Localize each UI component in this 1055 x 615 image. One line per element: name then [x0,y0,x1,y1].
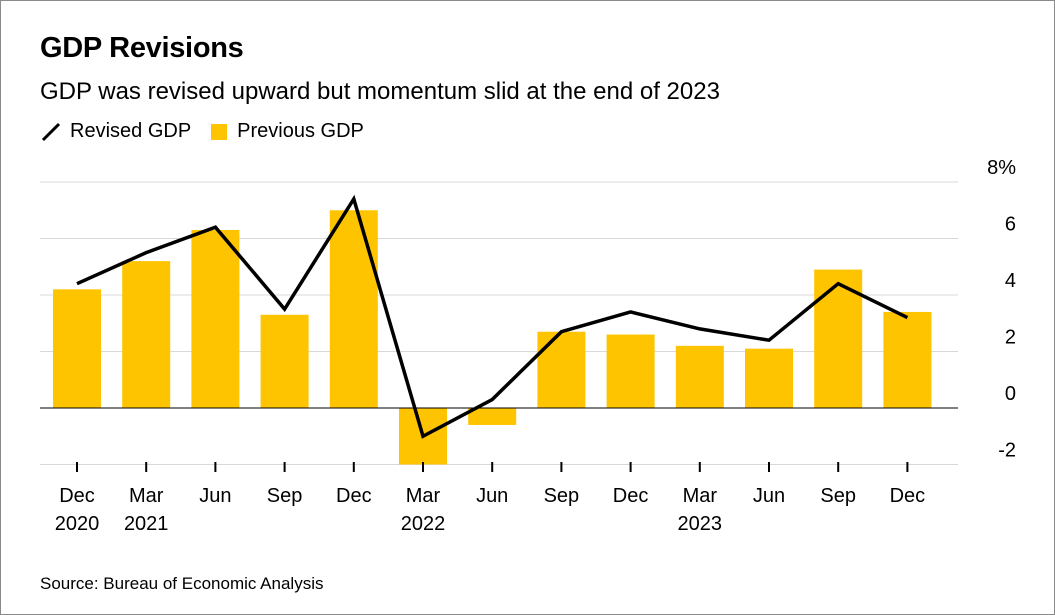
bar [53,289,101,408]
x-tick-year-label: 2021 [124,513,169,535]
chart-title: GDP Revisions [40,32,244,64]
chart-subtitle: GDP was revised upward but momentum slid… [40,78,720,105]
bar-series-swatch [211,123,228,140]
x-tick-label: Jun [753,485,785,507]
y-tick-label: 8% [987,157,1016,179]
x-tick-label: Sep [267,485,303,507]
bar [468,408,517,425]
x-tick-label: Mar [683,485,718,507]
bar [675,345,724,408]
legend-label-revised: Revised GDP [70,120,192,142]
x-tick-year-label: 2020 [55,513,100,535]
x-tick-year-label: 2022 [401,513,446,535]
x-tick-label: Dec [336,485,372,507]
bar [329,210,378,408]
legend-item-previous: Previous GDP [211,120,364,143]
y-tick-label: 2 [1005,327,1016,349]
legend-label-previous: Previous GDP [237,120,364,142]
bar [122,261,171,408]
x-tick-label: Dec [890,485,926,507]
y-tick-label: 0 [1005,383,1016,405]
x-tick-label: Dec [613,485,649,507]
bar [745,348,793,408]
line-series-icon [41,122,61,141]
source-note: Source: Bureau of Economic Analysis [40,574,324,593]
legend-item-revised: Revised GDP [40,120,191,143]
revised-gdp-line [76,194,909,439]
bar [191,230,240,408]
x-tick-label: Mar [129,485,164,507]
x-tick-label: Jun [476,485,508,507]
bar [260,314,309,408]
x-tick-label: Jun [199,485,231,507]
bar [606,334,655,408]
x-tick-label: Mar [406,485,441,507]
x-tick-year-label: 2023 [678,513,723,535]
x-tick-label: Sep [820,485,856,507]
bar [883,311,932,408]
y-tick-label: 6 [1005,214,1016,236]
y-tick-label: -2 [998,440,1016,462]
x-tick-label: Dec [59,485,95,507]
x-tick-label: Sep [544,485,580,507]
legend: Revised GDP Previous GDP [40,120,384,143]
bar [537,331,586,408]
y-tick-label: 4 [1005,270,1016,292]
